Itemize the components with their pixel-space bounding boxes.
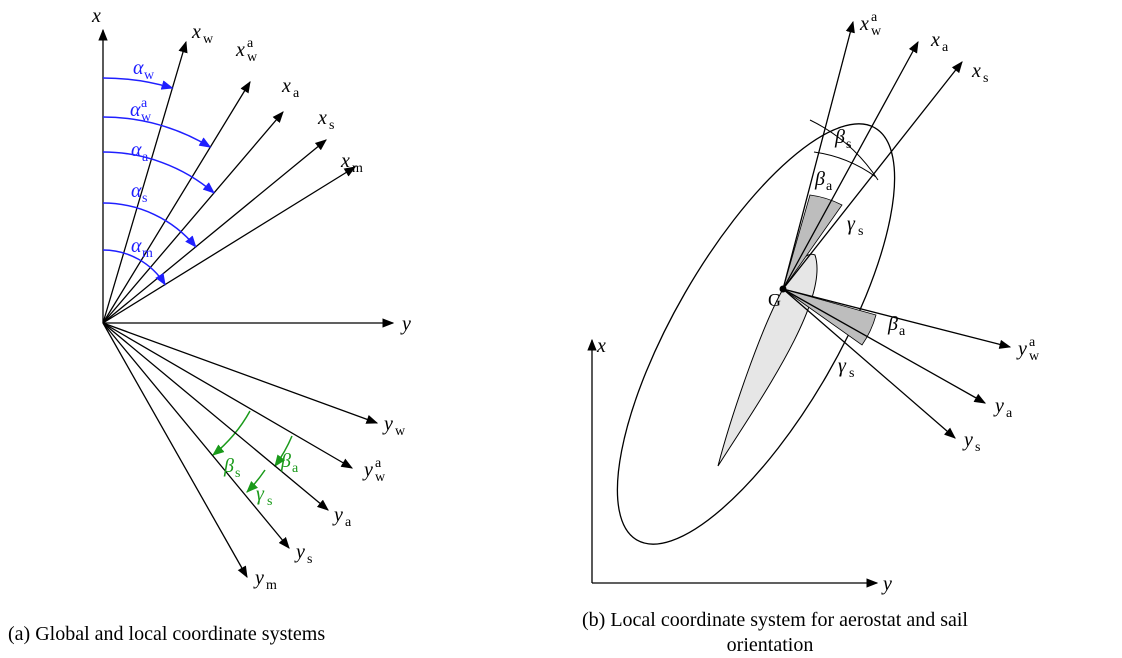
label-sub: w	[375, 470, 386, 485]
point-label: G	[768, 290, 781, 310]
label-sub: s	[975, 440, 980, 455]
label-main: x	[191, 21, 201, 43]
label-sub: w	[1029, 349, 1040, 364]
diagram	[213, 87, 946, 581]
label-main: x	[281, 75, 291, 97]
label-sub: s	[267, 494, 272, 509]
label-main: α	[131, 180, 142, 202]
label-sub: w	[871, 24, 882, 39]
label-main: y	[962, 429, 973, 451]
ray	[103, 323, 352, 468]
label-sub: s	[858, 224, 863, 239]
label-main: x	[235, 39, 245, 61]
label-sub: s	[235, 466, 240, 481]
label-sub: m	[142, 246, 153, 261]
label-main: x	[340, 150, 350, 172]
alpha-arc	[103, 203, 196, 247]
label-sub: w	[203, 32, 214, 47]
label-main: x	[91, 5, 101, 27]
label-main: y	[253, 567, 264, 589]
label-sub: s	[307, 552, 312, 567]
label-sup: a	[247, 36, 254, 51]
label-main: y	[332, 504, 343, 526]
label-main: y	[362, 459, 373, 481]
ray	[103, 42, 186, 323]
label-sub: w	[141, 110, 152, 125]
label-sub: a	[826, 179, 833, 194]
label-sup: a	[141, 96, 148, 111]
label-sub: a	[292, 461, 299, 476]
label-main: y	[881, 573, 892, 595]
label-sub: s	[846, 137, 851, 152]
label-sub: a	[942, 40, 949, 55]
label-sub: a	[1006, 406, 1013, 421]
label-main: γ	[838, 355, 847, 377]
label-sub: s	[142, 191, 147, 206]
label-sub: s	[983, 71, 988, 86]
alpha-arc	[103, 78, 172, 88]
label-main: x	[596, 335, 606, 357]
label-main: x	[971, 60, 981, 82]
label-main: y	[294, 541, 305, 563]
label-sup: a	[1029, 335, 1036, 350]
label-main: x	[930, 29, 940, 51]
sail	[718, 254, 817, 466]
label-main: β	[223, 455, 234, 477]
ray	[783, 42, 918, 289]
label-main: γ	[256, 483, 265, 505]
label-sub: s	[329, 118, 334, 133]
ray	[103, 140, 326, 323]
caption-b: (b) Local coordinate system for aerostat…	[582, 609, 968, 631]
label-main: y	[382, 413, 393, 435]
label-sub: m	[352, 161, 363, 176]
label-sup: a	[871, 10, 878, 25]
label-main: y	[993, 395, 1004, 417]
label-sub: s	[849, 366, 854, 381]
label-main: β	[834, 126, 845, 148]
label-main: x	[859, 13, 869, 35]
alpha-arc	[103, 152, 214, 193]
figure: (a) Global and local coordinate systems …	[0, 0, 1122, 658]
caption-a: (a) Global and local coordinate systems	[8, 623, 325, 645]
label-main: α	[131, 235, 142, 257]
label-sub: w	[247, 50, 258, 65]
label-main: y	[1016, 338, 1027, 360]
label-sub: a	[345, 515, 352, 530]
label-sub: w	[395, 424, 406, 439]
label-main: β	[280, 450, 291, 472]
label-main: β	[887, 313, 898, 335]
ray	[783, 62, 962, 289]
ray	[103, 323, 328, 510]
label-main: α	[133, 57, 144, 79]
caption-b: orientation	[727, 634, 814, 656]
label-main: α	[130, 99, 141, 121]
label-main: β	[814, 168, 825, 190]
ray	[103, 323, 247, 577]
label-sub: a	[142, 150, 149, 165]
label-sup: a	[375, 456, 382, 471]
label-main: α	[131, 139, 142, 161]
label-sub: w	[144, 68, 155, 83]
label-sub: a	[293, 86, 300, 101]
label-main: γ	[847, 213, 856, 235]
ray	[103, 112, 283, 323]
arc-beta-s	[213, 411, 250, 455]
label-sub: a	[899, 324, 906, 339]
label-sub: m	[266, 578, 277, 593]
ray	[783, 289, 985, 403]
label-main: y	[400, 313, 411, 335]
label-main: x	[317, 107, 327, 129]
